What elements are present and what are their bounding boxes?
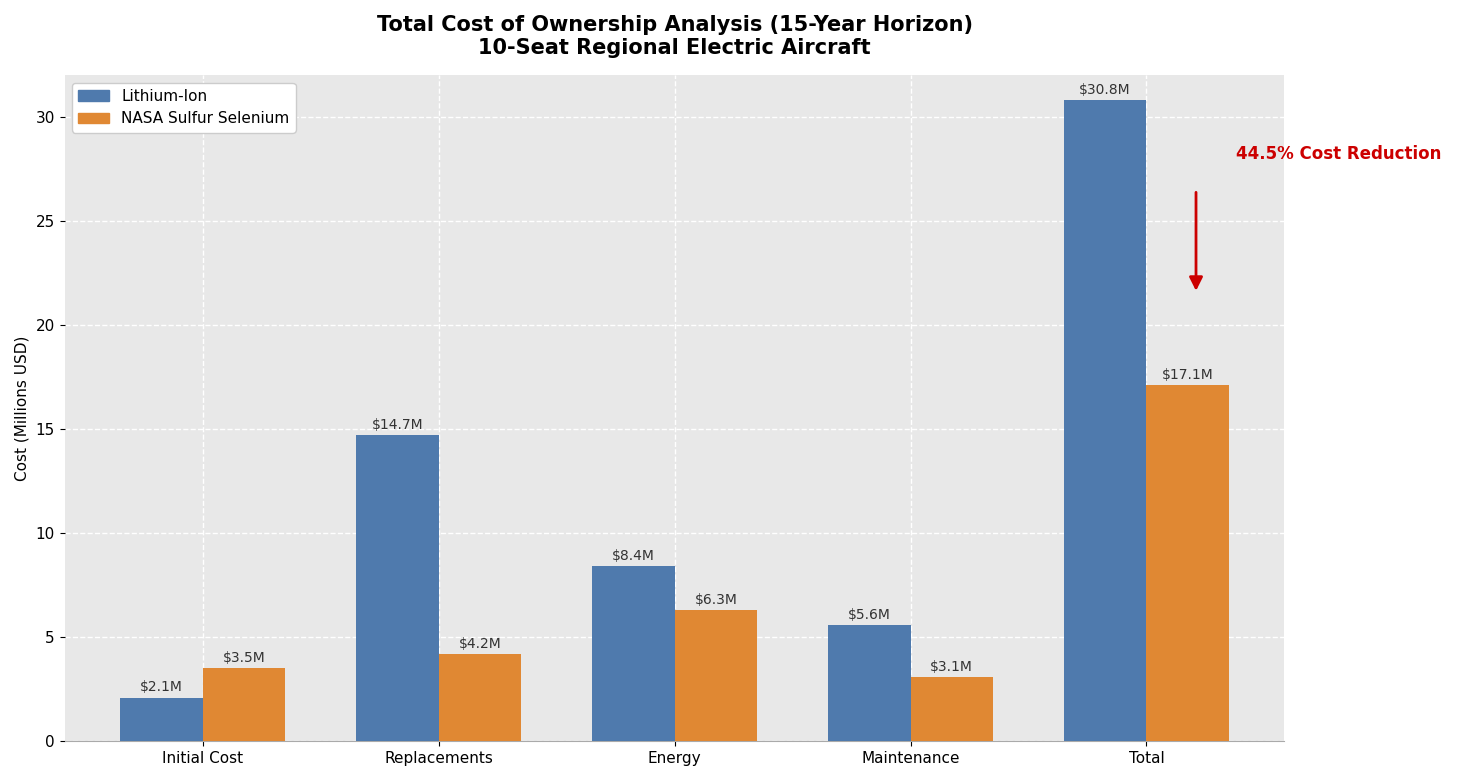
Text: $5.6M: $5.6M [848,608,891,622]
Text: $14.7M: $14.7M [371,418,423,432]
Y-axis label: Cost (Millions USD): Cost (Millions USD) [15,336,31,481]
Text: $17.1M: $17.1M [1162,368,1213,382]
Text: $6.3M: $6.3M [695,593,737,607]
Title: Total Cost of Ownership Analysis (15-Year Horizon)
10-Seat Regional Electric Air: Total Cost of Ownership Analysis (15-Yea… [377,15,972,59]
Bar [911,676,993,741]
Bar [675,610,758,741]
Bar [1064,100,1146,741]
Text: $2.1M: $2.1M [140,680,182,694]
Text: $30.8M: $30.8M [1079,83,1132,97]
Bar [1146,385,1229,741]
Text: $3.1M: $3.1M [930,660,974,673]
Text: $4.2M: $4.2M [458,637,501,651]
Text: $3.5M: $3.5M [222,651,266,665]
Text: 44.5% Cost Reduction: 44.5% Cost Reduction [1237,145,1441,163]
Bar [120,697,203,741]
Bar [438,654,521,741]
Bar [203,669,285,741]
Bar [828,625,911,741]
Text: $8.4M: $8.4M [612,549,654,563]
Bar [591,566,675,741]
Bar [356,435,438,741]
Legend: Lithium-Ion, NASA Sulfur Selenium: Lithium-Ion, NASA Sulfur Selenium [73,83,295,133]
